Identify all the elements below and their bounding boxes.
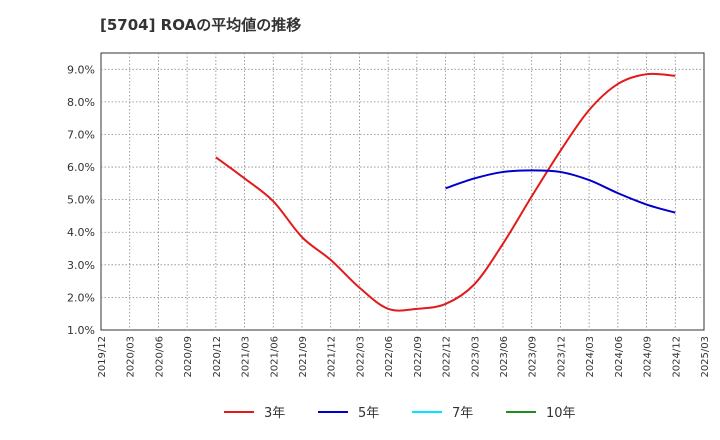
x-tick-label: 2023/03 <box>470 336 481 378</box>
legend-label: 7年 <box>452 406 473 421</box>
series-lines <box>215 72 676 312</box>
x-tick-label: 2022/03 <box>355 336 366 378</box>
y-tick-label: 5.0% <box>67 194 95 207</box>
x-tick-label: 2022/06 <box>384 336 395 378</box>
x-tick-label: 2020/06 <box>154 336 165 378</box>
x-tick-label: 2025/03 <box>700 336 711 378</box>
y-tick-label: 1.0% <box>67 324 95 337</box>
y-axis: 1.0% 2.0% 3.0% 4.0% 5.0% 6.0% 7.0% 8.0% 9.0% <box>67 63 95 337</box>
x-tick-label: 2021/12 <box>327 336 338 378</box>
x-tick-label: 2024/06 <box>614 336 625 378</box>
legend: 3年 5年 7年 10年 <box>224 406 576 421</box>
x-tick-label: 2020/09 <box>183 336 194 378</box>
x-tick-label: 2024/03 <box>585 336 596 378</box>
y-tick-label: 8.0% <box>67 96 95 109</box>
chart-title: [5704] ROAの平均値の推移 <box>100 16 302 34</box>
plot-area <box>100 52 705 331</box>
y-tick-label: 9.0% <box>67 63 95 76</box>
legend-label: 3年 <box>264 406 285 421</box>
x-tick-label: 2024/09 <box>643 336 654 378</box>
y-tick-label: 4.0% <box>67 226 95 239</box>
x-tick-label: 2023/06 <box>499 336 510 378</box>
x-axis: 2019/12 2020/03 2020/06 2020/09 2020/12 2021/… <box>97 336 711 378</box>
series-line-5年 <box>445 169 676 214</box>
legend-label: 10年 <box>546 406 576 421</box>
x-tick-label: 2023/12 <box>556 336 567 378</box>
x-tick-label: 2021/09 <box>298 336 309 378</box>
y-tick-label: 6.0% <box>67 161 95 174</box>
x-tick-label: 2020/12 <box>212 336 223 378</box>
x-tick-label: 2024/12 <box>671 336 682 378</box>
y-tick-label: 3.0% <box>67 259 95 272</box>
x-tick-label: 2020/03 <box>126 336 137 378</box>
y-tick-label: 2.0% <box>67 291 95 304</box>
y-tick-label: 7.0% <box>67 128 95 141</box>
x-tick-label: 2022/09 <box>413 336 424 378</box>
x-tick-label: 2021/03 <box>241 336 252 378</box>
x-tick-label: 2023/09 <box>528 336 539 378</box>
x-tick-label: 2022/12 <box>442 336 453 378</box>
series-line-3年 <box>215 72 676 312</box>
x-tick-label: 2021/06 <box>269 336 280 378</box>
x-tick-label: 2019/12 <box>97 336 108 378</box>
legend-label: 5年 <box>358 406 379 421</box>
grid-lines <box>101 53 704 330</box>
